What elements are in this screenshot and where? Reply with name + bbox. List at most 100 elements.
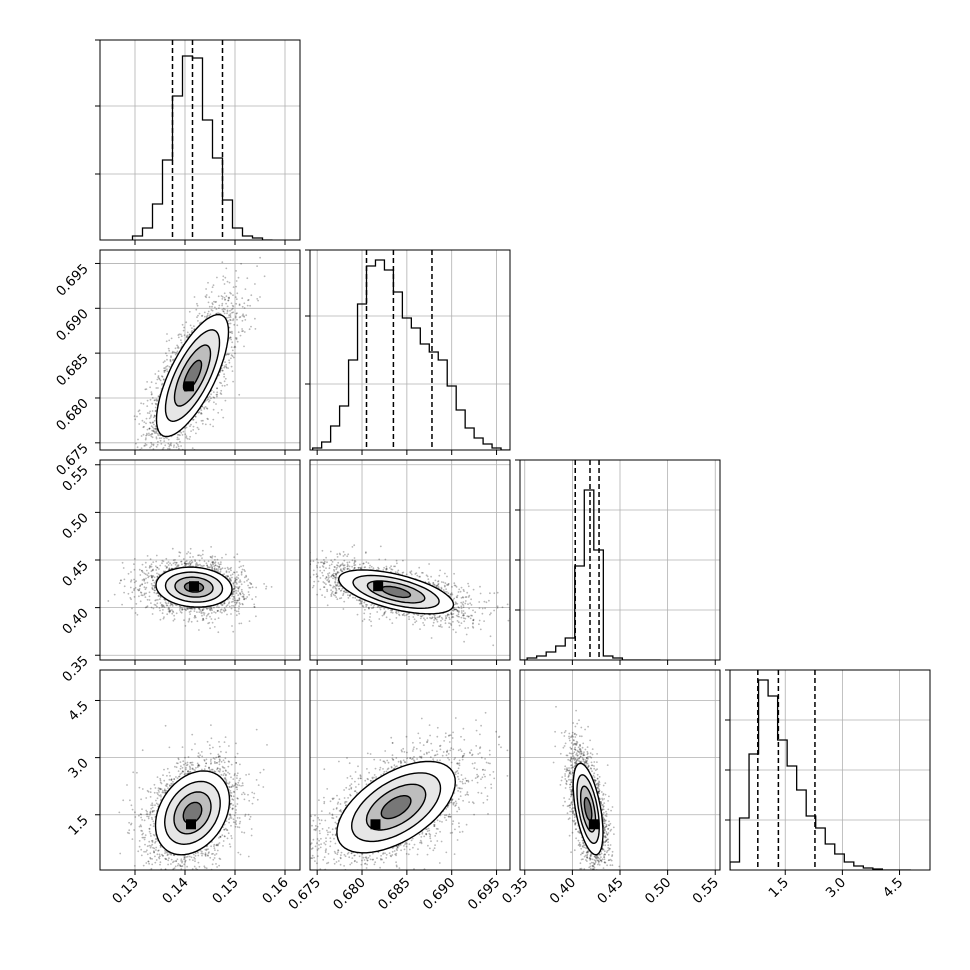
scatter-point bbox=[150, 455, 152, 457]
scatter-point bbox=[205, 296, 208, 299]
scatter-point bbox=[196, 426, 199, 429]
scatter-point bbox=[158, 457, 160, 459]
scatter-point bbox=[186, 552, 188, 555]
scatter-point bbox=[245, 575, 248, 578]
scatter-point bbox=[191, 330, 194, 332]
scatter-point bbox=[159, 439, 162, 442]
scatter-point bbox=[227, 367, 230, 369]
scatter-point bbox=[162, 609, 164, 611]
scatter-point bbox=[211, 609, 214, 612]
scatter-point bbox=[197, 320, 199, 322]
scatter-point bbox=[150, 391, 153, 393]
scatter-point bbox=[245, 314, 248, 317]
scatter-point bbox=[219, 381, 221, 384]
scatter-point bbox=[178, 605, 181, 608]
scatter-point bbox=[139, 412, 141, 415]
scatter-point bbox=[223, 380, 226, 383]
scatter-point bbox=[235, 578, 238, 581]
scatter-point bbox=[152, 607, 155, 610]
scatter-point bbox=[198, 611, 201, 613]
pair-panel-0-2 bbox=[107, 546, 273, 634]
scatter-point bbox=[202, 617, 205, 620]
scatter-point bbox=[236, 599, 239, 602]
scatter-point bbox=[229, 318, 232, 321]
scatter-point bbox=[217, 617, 220, 619]
scatter-point bbox=[168, 608, 171, 611]
scatter-point bbox=[190, 620, 193, 623]
scatter-point bbox=[168, 447, 171, 450]
scatter-point bbox=[241, 330, 244, 333]
scatter-point bbox=[228, 297, 231, 300]
scatter-point bbox=[215, 308, 218, 310]
scatter-point bbox=[197, 314, 199, 317]
scatter-point bbox=[238, 560, 241, 563]
scatter-point bbox=[174, 563, 177, 566]
scatter-point bbox=[154, 402, 157, 405]
scatter-point bbox=[189, 556, 192, 558]
scatter-point bbox=[232, 311, 235, 314]
scatter-point bbox=[203, 564, 205, 567]
scatter-point bbox=[207, 398, 210, 401]
scatter-point bbox=[155, 599, 158, 601]
scatter-point bbox=[146, 399, 149, 402]
scatter-point bbox=[254, 328, 257, 330]
scatter-point bbox=[150, 435, 153, 438]
scatter-point bbox=[216, 565, 219, 567]
scatter-point bbox=[150, 575, 153, 577]
scatter-point bbox=[169, 604, 172, 607]
scatter-point bbox=[237, 587, 240, 590]
scatter-point bbox=[238, 612, 241, 615]
scatter-point bbox=[139, 591, 142, 594]
scatter-point bbox=[219, 392, 222, 395]
scatter-point bbox=[155, 467, 157, 469]
scatter-point bbox=[201, 422, 204, 425]
scatter-point bbox=[152, 575, 155, 577]
scatter-point bbox=[205, 615, 208, 617]
scatter-point bbox=[154, 428, 157, 431]
scatter-point bbox=[197, 412, 200, 414]
scatter-point bbox=[143, 586, 146, 589]
scatter-point bbox=[232, 605, 235, 607]
scatter-point bbox=[231, 592, 234, 595]
scatter-point bbox=[151, 576, 153, 579]
scatter-point bbox=[217, 570, 220, 572]
scatter-point bbox=[147, 576, 150, 579]
scatter-point bbox=[121, 603, 123, 606]
panel-frame bbox=[309, 249, 511, 451]
scatter-point bbox=[151, 575, 154, 577]
scatter-point bbox=[169, 358, 172, 361]
scatter-point bbox=[143, 425, 145, 428]
scatter-point bbox=[220, 568, 222, 570]
scatter-point bbox=[233, 587, 236, 590]
scatter-point bbox=[188, 333, 191, 336]
scatter-point bbox=[182, 329, 185, 332]
scatter-point bbox=[211, 568, 214, 571]
scatter-point bbox=[189, 547, 192, 550]
histogram-step-3 bbox=[730, 679, 911, 870]
scatter-point bbox=[162, 456, 164, 458]
scatter-point bbox=[152, 568, 155, 571]
scatter-point bbox=[246, 277, 249, 280]
scatter-point bbox=[146, 605, 149, 608]
scatter-point bbox=[131, 494, 133, 496]
scatter-point bbox=[202, 608, 205, 611]
scatter-point bbox=[210, 564, 213, 567]
contour-line bbox=[164, 571, 224, 603]
scatter-point bbox=[243, 598, 246, 601]
scatter-point bbox=[232, 630, 235, 633]
scatter-point bbox=[176, 443, 179, 446]
scatter-point bbox=[231, 341, 234, 344]
scatter-point bbox=[235, 602, 238, 605]
scatter-point bbox=[238, 605, 241, 607]
scatter-point bbox=[212, 396, 215, 399]
scatter-point bbox=[460, 612, 463, 614]
scatter-point bbox=[207, 612, 210, 615]
scatter-point bbox=[253, 606, 256, 608]
scatter-point bbox=[164, 367, 167, 369]
scatter-point bbox=[224, 567, 227, 570]
scatter-point bbox=[175, 352, 178, 354]
histogram-grid-2 bbox=[520, 459, 720, 660]
scatter-point bbox=[206, 399, 209, 401]
scatter-point bbox=[250, 582, 252, 585]
scatter-point bbox=[176, 433, 179, 436]
